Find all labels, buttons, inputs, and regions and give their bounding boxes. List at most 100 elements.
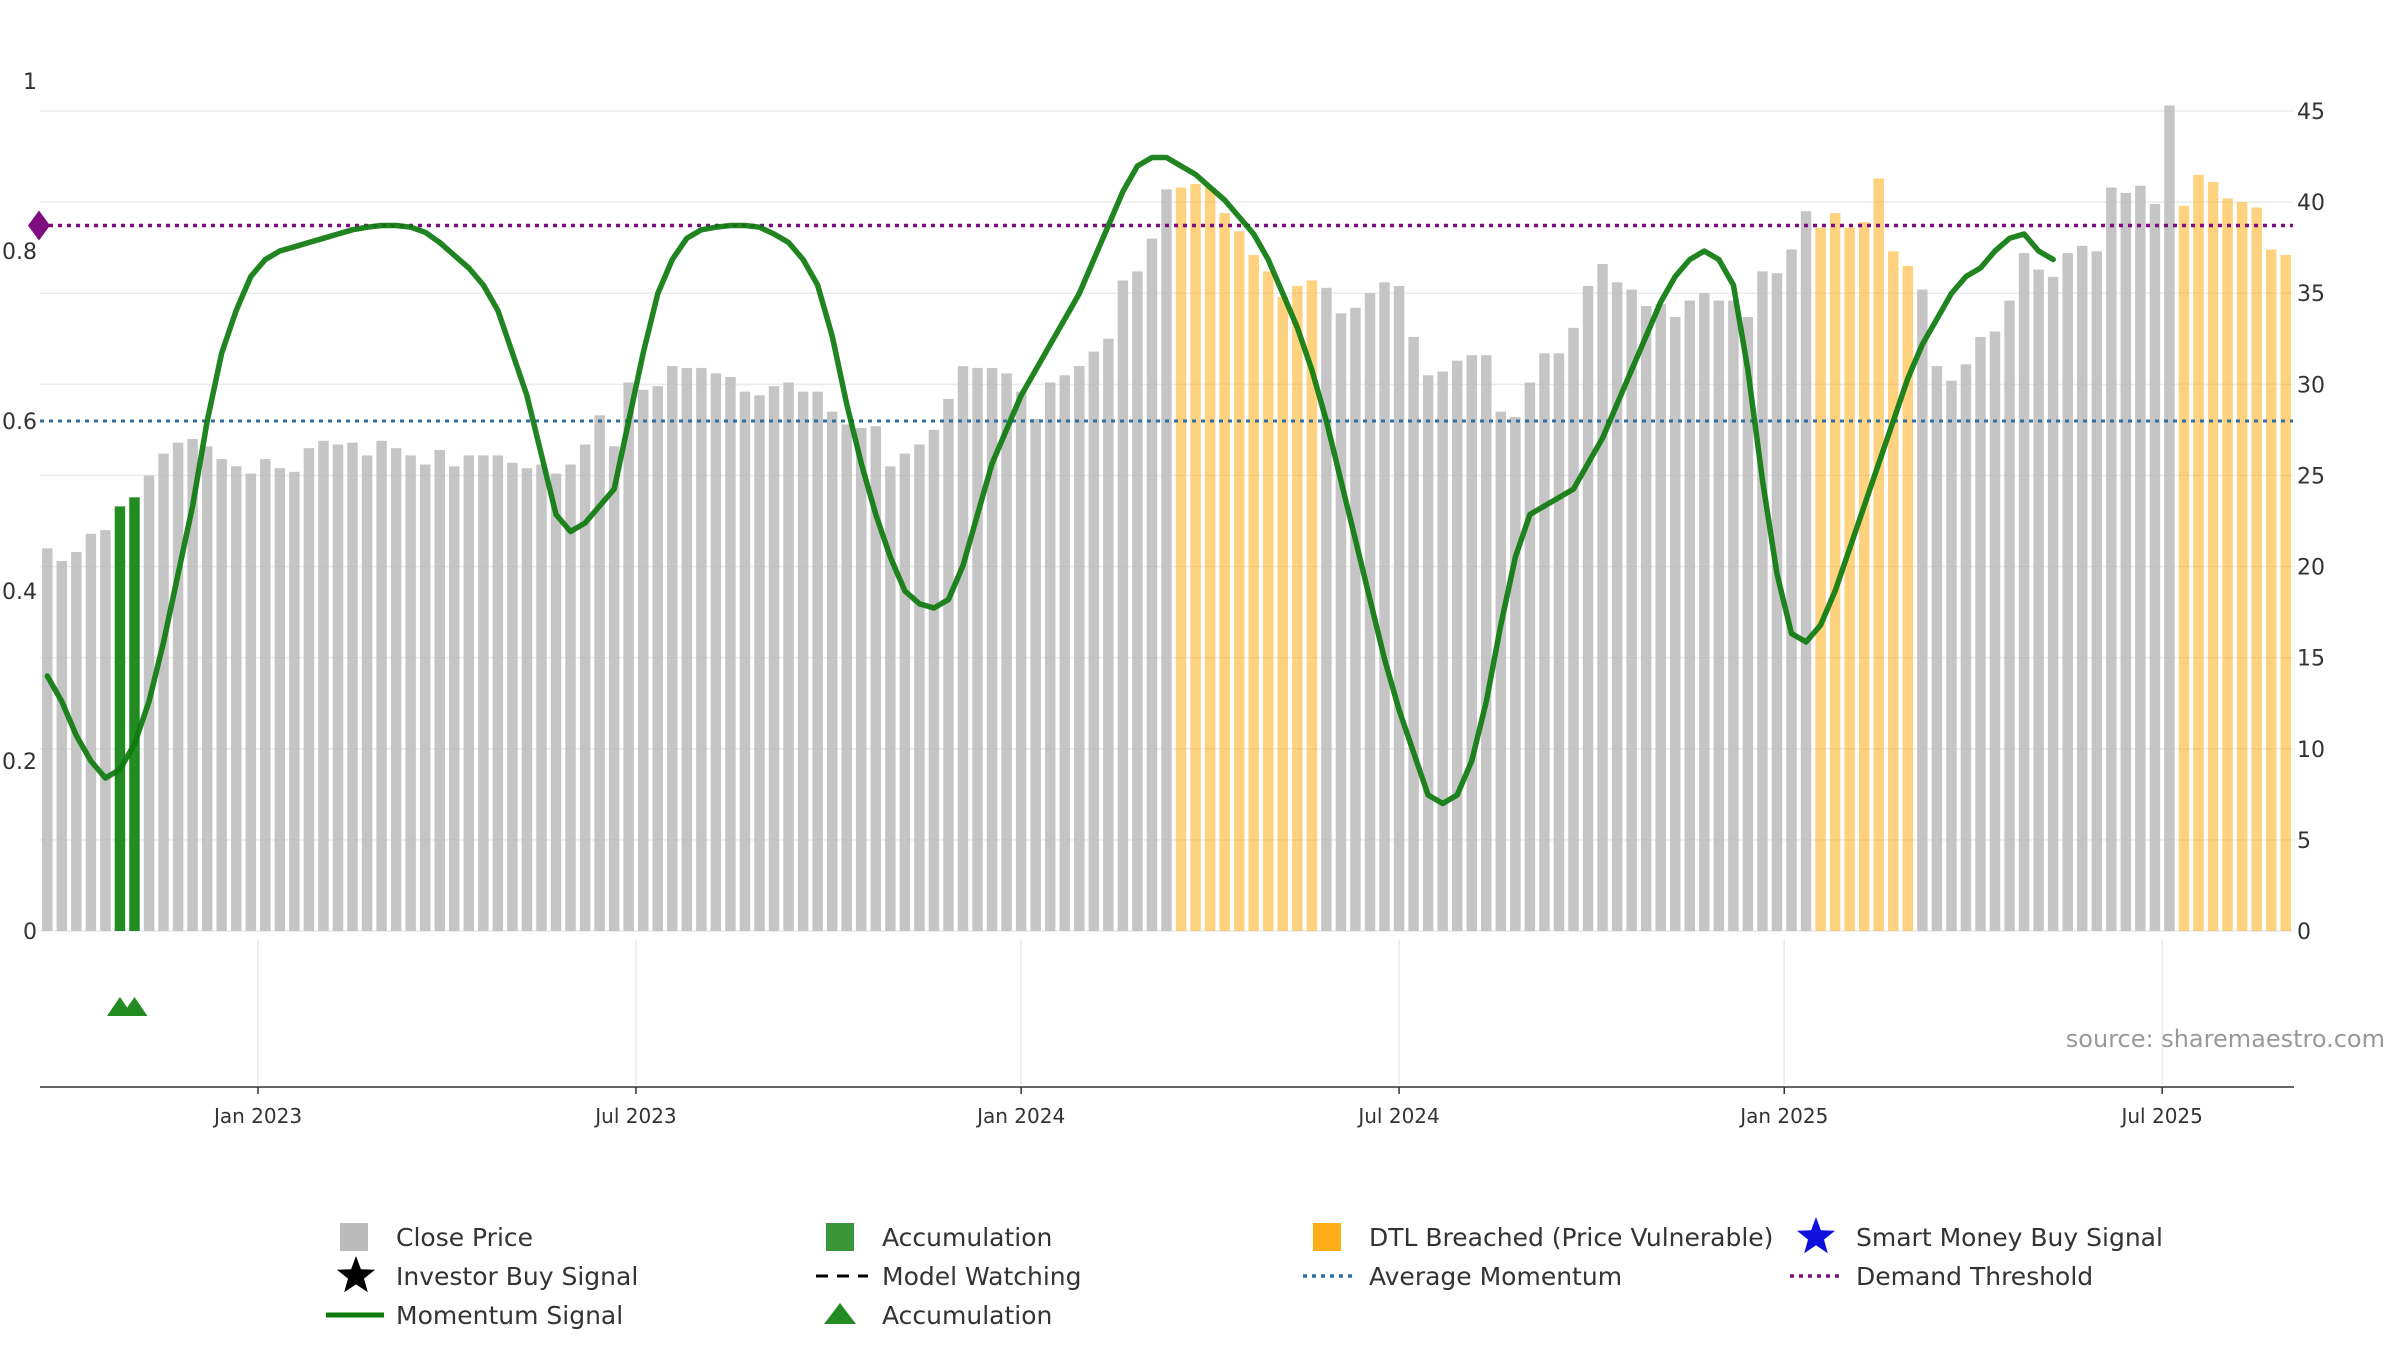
close-price-bar — [507, 462, 518, 931]
legend-label-close-price: Close Price — [396, 1223, 533, 1252]
close-price-bar — [768, 386, 780, 932]
close-price-bar — [1059, 375, 1070, 931]
close-price-bar — [1117, 280, 1129, 931]
dtl-breached-bar — [1204, 187, 1216, 932]
close-price-bar — [1321, 287, 1332, 931]
close-price-bar — [986, 367, 998, 931]
close-price-bar — [100, 530, 111, 931]
legend-label-average-momentum: Average Momentum — [1369, 1262, 1622, 1291]
close-price-bar — [972, 367, 983, 931]
close-price-bar — [1670, 316, 1681, 931]
right-tick-label: 5 — [2297, 829, 2311, 854]
close-price-bar — [550, 473, 562, 931]
close-price-bar — [289, 471, 300, 931]
close-price-bar — [1466, 355, 1477, 932]
dtl-breached-bar — [1248, 254, 1259, 931]
close-price-bar — [1771, 273, 1783, 932]
close-price-bar — [71, 551, 82, 931]
close-price-bar — [85, 533, 97, 931]
close-price-bar — [521, 468, 533, 931]
close-price-bar — [797, 391, 809, 932]
close-price-bar — [710, 373, 722, 931]
close-price-bar — [376, 440, 387, 931]
close-price-bar — [1074, 366, 1085, 932]
close-price-bar — [1030, 418, 1041, 931]
close-price-bar — [579, 444, 591, 931]
legend: Close Price Accumulation DTL Breached (Pri… — [326, 1217, 2163, 1330]
close-price-bar — [1132, 271, 1143, 931]
close-price-bar — [1568, 327, 1579, 931]
close-price-bar — [943, 398, 954, 931]
x-tick-label: Jan 2023 — [212, 1104, 302, 1128]
x-tick-label: Jan 2025 — [1738, 1104, 1828, 1128]
right-tick-label: 10 — [2297, 738, 2325, 763]
close-price-bar — [1946, 380, 1957, 931]
close-price-bar — [1553, 353, 1565, 931]
momentum-line — [44, 154, 2056, 807]
close-price-bar — [1728, 300, 1739, 931]
close-price-bar — [1975, 336, 1986, 931]
close-price-bar — [56, 561, 68, 931]
close-price-bar — [187, 439, 198, 931]
close-price-bar — [2149, 203, 2161, 931]
close-price-bar — [536, 464, 547, 931]
legend-swatch-accumulation — [826, 1223, 854, 1251]
source-label: source: sharemaestro.com — [2066, 1025, 2385, 1053]
legend-label-model-watching: Model Watching — [882, 1262, 1082, 1291]
close-price-bar — [2135, 185, 2146, 931]
legend-label-demand-threshold: Demand Threshold — [1856, 1262, 2093, 1291]
close-price-bar — [870, 426, 882, 931]
close-price-bar — [637, 389, 649, 931]
left-tick-label: 1 — [23, 70, 37, 95]
close-price-bar — [2077, 245, 2088, 931]
close-price-bar — [1350, 307, 1361, 931]
close-price-bar — [856, 428, 867, 931]
reference-lines — [28, 210, 2293, 423]
legend-swatch-investor-buy-signal — [337, 1256, 375, 1293]
left-tick-label: 0.4 — [2, 580, 37, 605]
close-price-bar — [42, 548, 53, 931]
close-price-bar — [1510, 417, 1521, 932]
close-price-bar — [1597, 264, 1608, 932]
close-price-bar — [1960, 364, 1972, 931]
close-price-bar — [158, 453, 169, 931]
left-tick-label: 0.2 — [2, 750, 37, 775]
close-price-bar — [1626, 289, 1637, 932]
close-price-bar — [957, 366, 969, 932]
legend-label-investor-buy-signal: Investor Buy Signal — [396, 1262, 638, 1291]
dtl-breached-bar — [1888, 251, 1899, 932]
legend-swatch-dtl-breached-price-vulnerable — [1313, 1223, 1341, 1251]
close-price-bar — [230, 466, 242, 931]
right-tick-label: 35 — [2297, 282, 2325, 307]
dtl-breached-bar — [1902, 265, 1914, 931]
close-price-bar — [1699, 293, 1710, 931]
close-price-bar — [1655, 304, 1666, 932]
left-tick-label: 0.6 — [2, 410, 37, 435]
close-price-bar — [1481, 355, 1492, 932]
close-price-bar — [1640, 305, 1652, 931]
close-price-bar — [332, 444, 344, 931]
close-price-bar — [361, 455, 373, 931]
close-price-bar — [754, 395, 765, 931]
close-price-bars — [42, 105, 2291, 932]
close-price-bar — [2018, 253, 2030, 932]
dtl-breached-bar — [2280, 254, 2291, 931]
close-price-bar — [1408, 336, 1419, 931]
x-tick-label: Jul 2025 — [2119, 1104, 2202, 1128]
close-price-bar — [172, 442, 184, 931]
close-price-bar — [565, 464, 576, 931]
close-price-bar — [449, 466, 460, 931]
close-price-bar — [463, 455, 475, 931]
close-price-bar — [1088, 351, 1100, 931]
close-price-bar — [1524, 382, 1536, 931]
dtl-breached-bar — [2207, 182, 2219, 932]
close-price-bar — [347, 442, 358, 931]
legend-label-dtl-breached-price-vulnerable: DTL Breached (Price Vulnerable) — [1369, 1223, 1773, 1252]
dtl-breached-bar — [2251, 207, 2262, 932]
close-price-bar — [1103, 338, 1114, 931]
close-price-bar — [1451, 360, 1463, 932]
accumulation-bar — [129, 497, 140, 931]
momentum-signal — [44, 154, 2056, 807]
x-tick-label: Jul 2024 — [1356, 1104, 1439, 1128]
close-price-bar — [1015, 391, 1027, 932]
